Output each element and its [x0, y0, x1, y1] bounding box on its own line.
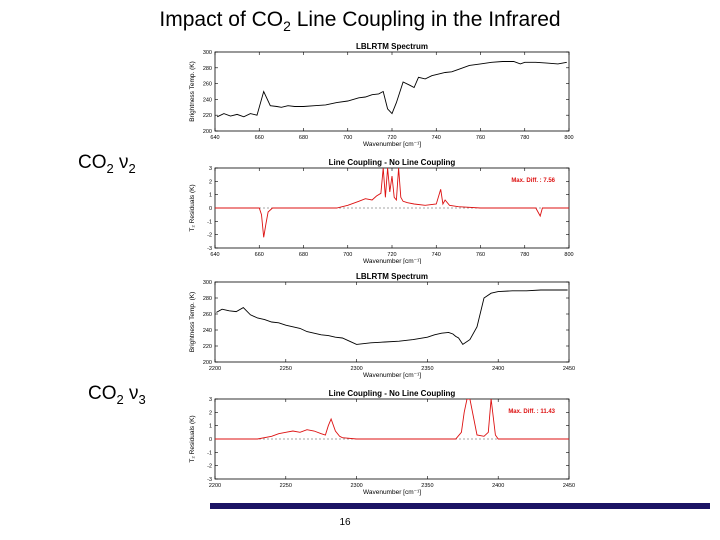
- x-tick-label: 2350: [421, 483, 433, 489]
- label-nu: ν: [113, 152, 129, 173]
- y-tick-label: 1: [209, 424, 212, 430]
- y-tick-label: 240: [203, 97, 212, 103]
- y-tick-label: 200: [203, 360, 212, 366]
- x-axis-label: Wavenumber [cm⁻¹]: [363, 489, 421, 496]
- page-number: 16: [339, 517, 351, 528]
- label-subscript: 2: [106, 160, 114, 176]
- chart-title: Line Coupling - No Line Coupling: [329, 158, 456, 167]
- data-series-line: [215, 168, 569, 238]
- x-axis-label: Wavenumber [cm⁻¹]: [363, 258, 421, 264]
- x-tick-label: 2450: [563, 366, 575, 372]
- x-tick-label: 740: [432, 135, 441, 141]
- x-tick-label: 640: [210, 252, 219, 258]
- y-tick-label: 300: [203, 50, 212, 56]
- data-series-line: [215, 399, 569, 440]
- label-subscript: 2: [116, 391, 124, 407]
- y-tick-label: 260: [203, 82, 212, 88]
- x-tick-label: 2300: [350, 483, 362, 489]
- x-tick-label: 800: [564, 135, 573, 141]
- y-tick-label: 0: [209, 206, 212, 212]
- x-tick-label: 780: [520, 252, 529, 258]
- y-tick-label: 3: [209, 397, 212, 403]
- footer-bar: [210, 503, 710, 509]
- x-axis-label: Wavenumber [cm⁻¹]: [363, 141, 421, 148]
- y-tick-label: -2: [207, 464, 212, 470]
- title-subscript: 2: [283, 18, 291, 35]
- y-tick-label: 280: [203, 66, 212, 72]
- x-tick-label: 2350: [421, 366, 433, 372]
- x-tick-label: 680: [299, 252, 308, 258]
- x-tick-label: 2250: [280, 366, 292, 372]
- label-subscript: 3: [138, 391, 146, 407]
- x-axis-label: Wavenumber [cm⁻¹]: [363, 372, 421, 379]
- x-tick-label: 700: [343, 252, 352, 258]
- y-tick-label: 300: [203, 280, 212, 286]
- y-tick-label: 220: [203, 344, 212, 350]
- x-tick-label: 720: [387, 252, 396, 258]
- nu3-spectrum-chart: LBLRTM Spectrum 2200 2250 2300 2350 2400 2450 2…: [189, 272, 575, 379]
- label-nu: ν: [123, 383, 139, 404]
- y-tick-label: 0: [209, 437, 212, 443]
- y-tick-label: 2: [209, 410, 212, 416]
- max-diff-annotation: Max. Diff. : 11.43: [508, 409, 555, 415]
- co2-nu3-label: CO2 ν3: [88, 383, 146, 407]
- y-tick-label: 2: [209, 179, 212, 185]
- nu2-residual-chart: Line Coupling - No Line Coupling 640 660 68…: [189, 158, 574, 264]
- x-tick-label: 700: [343, 135, 352, 141]
- x-tick-label: 2400: [492, 366, 504, 372]
- x-tick-label: 660: [255, 252, 264, 258]
- y-tick-label: -3: [207, 477, 212, 483]
- data-series-line: [217, 61, 567, 118]
- y-tick-label: -1: [207, 450, 212, 456]
- chart-title: Line Coupling - No Line Coupling: [329, 389, 456, 398]
- plot-frame: [214, 281, 570, 363]
- chart-title: LBLRTM Spectrum: [356, 42, 428, 51]
- y-axis-label: Brightness Temp. (K): [189, 292, 196, 353]
- title-rest: Line Coupling in the Infrared: [290, 8, 561, 31]
- x-tick-label: 680: [299, 135, 308, 141]
- nu3-residual-chart: Line Coupling - No Line Coupling 2200 2250…: [189, 389, 575, 496]
- co2-nu2-label: CO2 ν2: [78, 152, 136, 176]
- y-tick-label: -3: [207, 246, 212, 252]
- y-tick-label: -2: [207, 233, 212, 239]
- x-tick-label: 2200: [209, 483, 221, 489]
- x-tick-label: 720: [387, 135, 396, 141]
- x-tick-label: 2450: [563, 483, 575, 489]
- y-tick-label: 220: [203, 113, 212, 119]
- x-tick-label: 2300: [350, 366, 362, 372]
- x-tick-label: 780: [520, 135, 529, 141]
- max-diff-annotation: Max. Diff. : 7.56: [511, 178, 555, 184]
- x-tick-label: 640: [210, 135, 219, 141]
- x-tick-label: 760: [476, 252, 485, 258]
- y-tick-label: 200: [203, 129, 212, 135]
- y-tick-label: 280: [203, 296, 212, 302]
- title-main: Impact of CO: [159, 8, 284, 31]
- x-tick-label: 800: [564, 252, 573, 258]
- y-tick-label: 1: [209, 193, 212, 199]
- x-tick-label: 660: [255, 135, 264, 141]
- slide-title: Impact of CO2 Line Coupling in the Infra…: [0, 8, 720, 34]
- data-series-line: [216, 289, 568, 346]
- y-tick-label: 240: [203, 328, 212, 334]
- x-tick-label: 2400: [492, 483, 504, 489]
- y-tick-label: 260: [203, 312, 212, 318]
- x-tick-label: 760: [476, 135, 485, 141]
- label-subscript: 2: [128, 160, 136, 176]
- x-tick-label: 2250: [280, 483, 292, 489]
- y-axis-label: T₂ Residuals (K): [189, 184, 196, 231]
- plot-frame: [214, 51, 570, 132]
- nu2-spectrum-chart: LBLRTM Spectrum 640 660 680 700 720 740 760 780 8…: [189, 42, 574, 148]
- x-tick-label: 740: [432, 252, 441, 258]
- chart-title: LBLRTM Spectrum: [356, 272, 428, 281]
- y-axis-label: T₂ Residuals (K): [189, 415, 196, 462]
- y-axis-label: Brightness Temp. (K): [189, 61, 196, 122]
- y-tick-label: -1: [207, 219, 212, 225]
- y-tick-label: 3: [209, 166, 212, 172]
- label-text: CO: [78, 152, 107, 173]
- x-tick-label: 2200: [209, 366, 221, 372]
- label-text: CO: [88, 383, 117, 404]
